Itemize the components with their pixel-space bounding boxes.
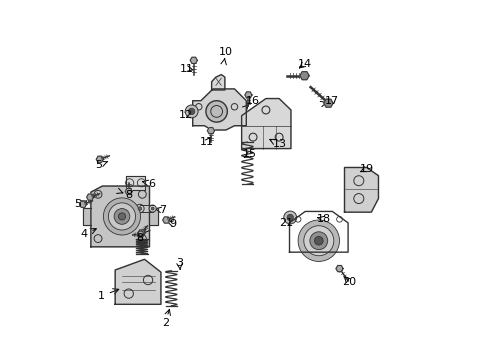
Text: 21: 21 [279, 218, 293, 228]
Circle shape [283, 211, 296, 224]
Circle shape [114, 208, 130, 224]
Circle shape [108, 203, 135, 230]
Polygon shape [91, 186, 149, 247]
Text: 20: 20 [342, 277, 355, 287]
Polygon shape [163, 217, 169, 223]
Text: 11: 11 [200, 138, 214, 148]
Polygon shape [244, 92, 251, 98]
Circle shape [103, 198, 140, 235]
Polygon shape [96, 156, 103, 162]
Circle shape [118, 213, 125, 220]
Circle shape [135, 204, 144, 213]
Circle shape [188, 108, 194, 114]
Text: 5: 5 [74, 199, 81, 209]
Circle shape [309, 232, 327, 249]
Circle shape [138, 207, 142, 210]
Text: 2: 2 [162, 318, 168, 328]
Polygon shape [137, 231, 144, 237]
Text: 5: 5 [95, 160, 102, 170]
Circle shape [149, 205, 156, 212]
Text: 7: 7 [159, 205, 166, 215]
Circle shape [185, 105, 198, 118]
Polygon shape [115, 259, 161, 304]
Polygon shape [344, 167, 378, 212]
Text: 12: 12 [178, 110, 192, 120]
Polygon shape [207, 127, 214, 134]
Text: 10: 10 [219, 47, 232, 57]
Text: 9: 9 [169, 219, 176, 229]
Text: 6: 6 [148, 179, 155, 189]
Polygon shape [138, 230, 145, 236]
Text: 16: 16 [245, 96, 259, 106]
Text: 13: 13 [272, 139, 286, 149]
Circle shape [286, 214, 293, 221]
Text: 1: 1 [98, 291, 105, 301]
Polygon shape [149, 207, 157, 225]
Text: 4: 4 [81, 229, 88, 239]
Text: 8: 8 [124, 190, 132, 200]
Polygon shape [86, 194, 94, 200]
Polygon shape [125, 176, 145, 190]
Polygon shape [140, 206, 152, 211]
Circle shape [314, 237, 323, 245]
Text: 15: 15 [243, 149, 256, 159]
Polygon shape [299, 72, 308, 80]
Text: 18: 18 [316, 214, 330, 224]
Text: 11: 11 [179, 64, 193, 73]
Polygon shape [125, 188, 132, 194]
Polygon shape [335, 265, 343, 272]
Circle shape [151, 207, 154, 210]
Polygon shape [80, 201, 86, 207]
Polygon shape [190, 57, 197, 63]
Polygon shape [241, 99, 290, 149]
Circle shape [298, 220, 339, 261]
Text: 14: 14 [297, 59, 311, 69]
Circle shape [303, 226, 333, 256]
Polygon shape [211, 75, 224, 90]
Text: 17: 17 [325, 96, 338, 106]
Polygon shape [323, 99, 332, 107]
Text: 3: 3 [176, 258, 183, 268]
Circle shape [205, 101, 227, 122]
Text: 8: 8 [136, 233, 143, 243]
Text: 19: 19 [359, 163, 373, 174]
Polygon shape [82, 207, 91, 225]
Polygon shape [192, 89, 246, 130]
